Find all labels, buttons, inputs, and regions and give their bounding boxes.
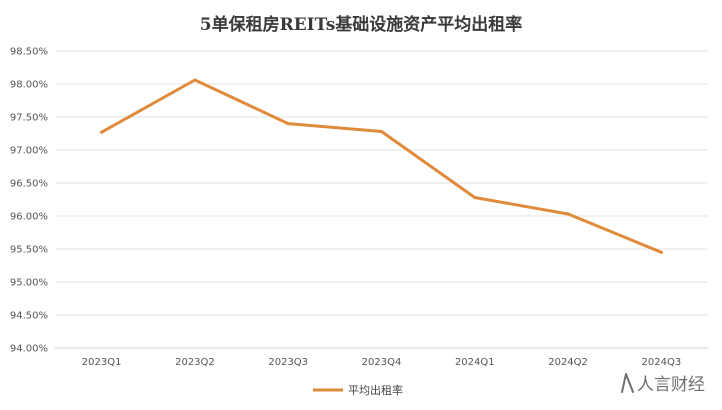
x-tick-label: 2023Q1 <box>82 357 122 368</box>
y-tick-label: 94.00% <box>10 344 48 355</box>
y-tick-label: 96.50% <box>10 179 48 190</box>
data-point <box>659 250 663 254</box>
x-tick-label: 2023Q2 <box>175 357 215 368</box>
grid-lines <box>55 50 708 349</box>
y-tick-label: 98.00% <box>10 80 48 91</box>
x-tick-label: 2023Q3 <box>268 357 308 368</box>
legend-label: 平均出租率 <box>348 383 403 397</box>
x-tick-label: 2024Q1 <box>455 357 495 368</box>
y-tick-label: 98.50% <box>10 47 48 58</box>
data-point <box>566 212 570 216</box>
x-tick-label: 2023Q4 <box>362 357 402 368</box>
x-tick-label: 2024Q2 <box>548 357 588 368</box>
data-point <box>379 129 384 134</box>
legend: 平均出租率 <box>313 383 403 397</box>
series-line <box>100 78 663 254</box>
series <box>100 78 663 254</box>
data-point <box>473 195 477 200</box>
y-tick-label: 96.00% <box>10 212 48 223</box>
chart-title: 5单保租房REITs基础设施资产平均出租率 <box>200 14 523 35</box>
y-axis-ticks: 94.00% 94.50% 95.00% 95.50% 96.00% 96.50% 97.0… <box>10 47 48 355</box>
data-point <box>193 78 197 82</box>
watermark: 人言财经 <box>621 373 705 395</box>
x-axis-ticks: 2023Q1 2023Q2 2023Q3 2023Q4 2024Q1 2024Q2 2024… <box>82 357 681 368</box>
y-tick-label: 97.50% <box>10 113 48 124</box>
data-point <box>100 130 104 134</box>
y-tick-label: 94.50% <box>10 311 48 322</box>
watermark-text: 人言财经 <box>637 375 705 395</box>
person-icon <box>621 373 634 393</box>
y-tick-label: 95.00% <box>10 278 48 289</box>
y-tick-label: 97.00% <box>10 146 48 157</box>
y-tick-label: 95.50% <box>10 245 48 256</box>
x-tick-label: 2024Q3 <box>642 357 682 368</box>
data-point <box>286 122 290 126</box>
